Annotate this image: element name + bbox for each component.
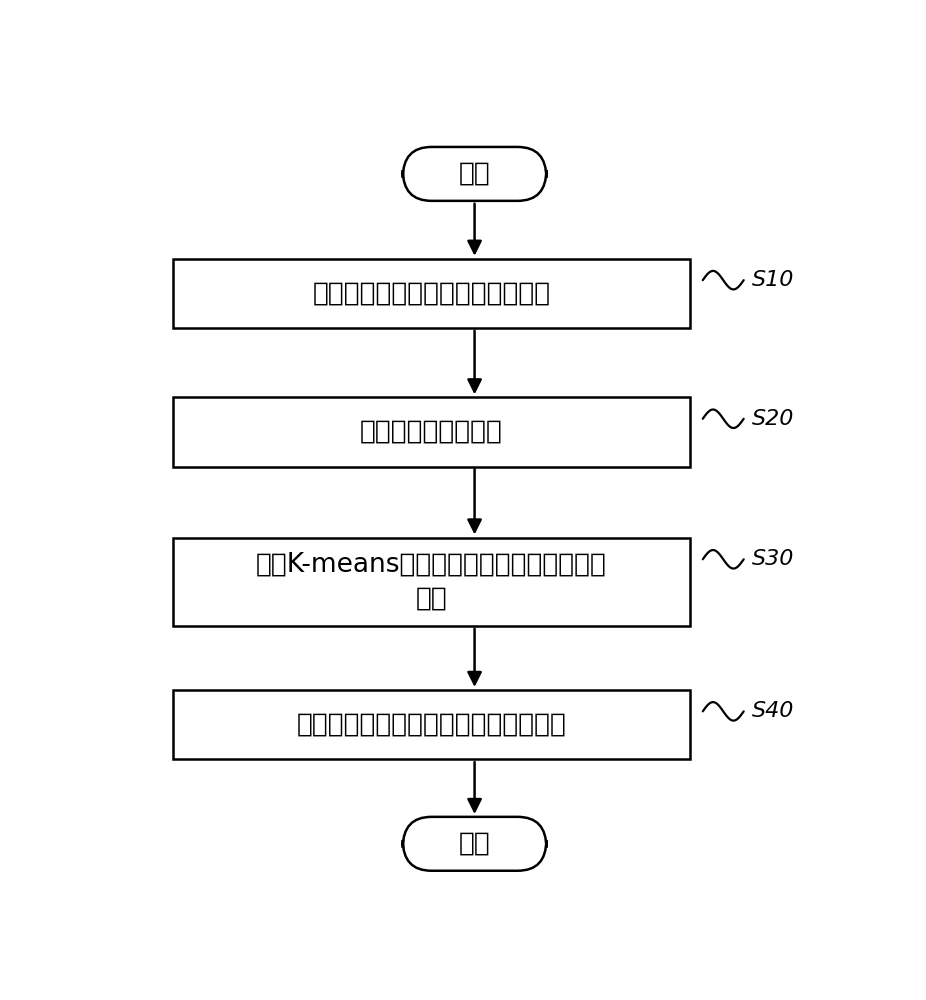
Text: S40: S40: [752, 701, 795, 721]
Text: 推算文件的访问热度: 推算文件的访问热度: [360, 419, 503, 445]
FancyBboxPatch shape: [403, 817, 546, 871]
Text: S30: S30: [752, 549, 795, 569]
Text: 结束: 结束: [458, 831, 491, 857]
Text: S20: S20: [752, 409, 795, 429]
FancyBboxPatch shape: [173, 538, 690, 626]
FancyBboxPatch shape: [173, 690, 690, 759]
FancyBboxPatch shape: [403, 147, 546, 201]
FancyBboxPatch shape: [173, 397, 690, 467]
FancyBboxPatch shape: [173, 259, 690, 328]
Text: 应用K-means算法预测下个周期内的高热度
文件: 应用K-means算法预测下个周期内的高热度 文件: [257, 552, 607, 612]
Text: 开始: 开始: [458, 161, 491, 187]
Text: 动态调整文件副本的数量与放置位置。: 动态调整文件副本的数量与放置位置。: [296, 711, 567, 737]
Text: 分析文件在给定时间内的访问频率: 分析文件在给定时间内的访问频率: [312, 280, 551, 306]
Text: S10: S10: [752, 270, 795, 290]
